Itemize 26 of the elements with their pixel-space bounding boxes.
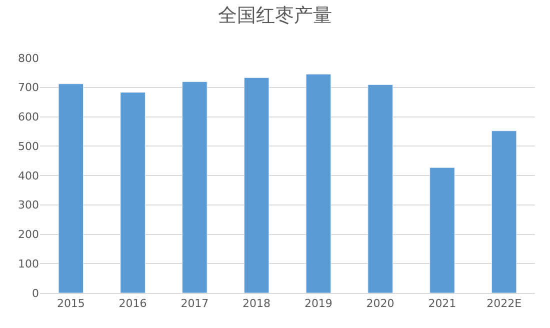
bar bbox=[182, 82, 208, 293]
y-tick-label: 200 bbox=[18, 228, 39, 242]
bar bbox=[244, 77, 270, 293]
x-tick-label: 2022E bbox=[486, 297, 522, 310]
y-tick-label: 100 bbox=[18, 257, 39, 270]
bar bbox=[430, 167, 455, 293]
chart-title: 全国红枣产量 bbox=[218, 4, 332, 26]
x-tick-label: 2017 bbox=[180, 297, 209, 310]
y-tick-label: 700 bbox=[18, 81, 39, 94]
y-tick-label: 300 bbox=[18, 198, 39, 212]
y-tick-label: 800 bbox=[18, 52, 39, 65]
bar bbox=[491, 130, 517, 293]
y-tick-label: 600 bbox=[18, 110, 39, 124]
x-tick-label: 2016 bbox=[118, 297, 147, 310]
x-tick-label: 2019 bbox=[304, 297, 332, 310]
y-tick-label: 400 bbox=[18, 169, 39, 182]
y-tick-label: 0 bbox=[32, 286, 39, 300]
bar bbox=[368, 84, 393, 293]
bar bbox=[120, 92, 146, 293]
x-tick-label: 2018 bbox=[242, 297, 271, 310]
bar bbox=[306, 74, 332, 293]
x-tick-label: 2015 bbox=[56, 297, 85, 310]
x-tick-label: 2020 bbox=[366, 297, 394, 310]
y-tick-label: 500 bbox=[18, 140, 39, 153]
x-tick-label: 2021 bbox=[428, 297, 456, 310]
bar bbox=[58, 84, 84, 293]
